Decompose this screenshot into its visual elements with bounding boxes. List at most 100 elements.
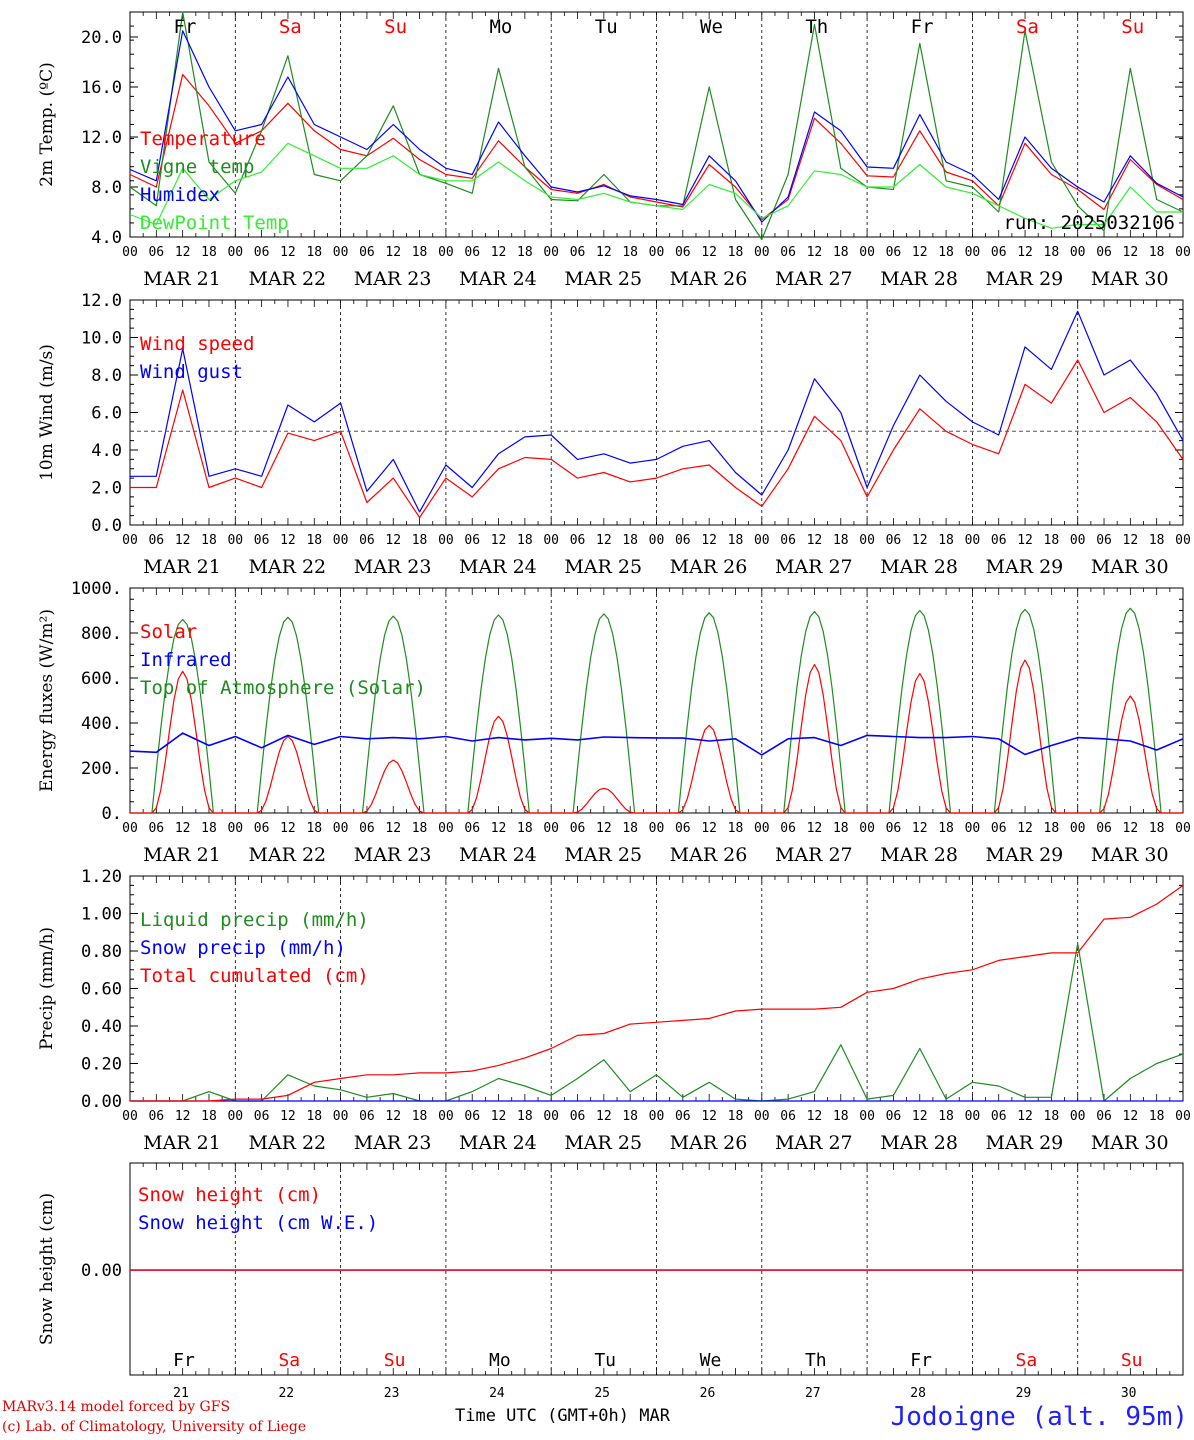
date-label: MAR 28 [880, 556, 958, 578]
series-line [130, 359, 1184, 519]
hour-label: 18 [1044, 533, 1060, 548]
hour-label: 12 [1123, 533, 1139, 548]
series-line [129, 30, 1184, 223]
panel-1: 2m Temp. (ºC) 4.0 8.0 12.0 16.0 20.0 00 06 12 18 M… [37, 11, 1191, 290]
y-tick-label: 0.40 [81, 1017, 122, 1037]
legend-entry: Snow precip (mm/h) [140, 937, 346, 959]
y-tick-label: 20.0 [81, 28, 122, 48]
hour-label: 12 [1123, 821, 1139, 836]
hour-label: 12 [1017, 245, 1033, 260]
hour-label: 18 [1044, 821, 1060, 836]
date-label: MAR 30 [1091, 268, 1169, 290]
y-tick-label: 8.0 [91, 366, 122, 386]
hour-label: 12 [1017, 821, 1033, 836]
hour-label: 18 [201, 1109, 217, 1124]
y-tick-label: 0.80 [81, 942, 122, 962]
legend-entry: Total cumulated (cm) [140, 965, 369, 987]
date-label: MAR 28 [880, 844, 958, 866]
hour-label: 06 [254, 821, 270, 836]
hour-label: 18 [412, 1109, 428, 1124]
hour-label: 12 [385, 1109, 401, 1124]
panel-frame [129, 299, 1184, 526]
hour-label: 06 [148, 1109, 164, 1124]
hour-label: 18 [517, 821, 533, 836]
date-label: MAR 26 [670, 1132, 748, 1154]
hour-label: 18 [622, 245, 638, 260]
hour-label: 00 [1175, 245, 1191, 260]
hour-label: 18 [833, 245, 849, 260]
date-label: MAR 23 [354, 844, 432, 866]
date-label: MAR 22 [248, 556, 326, 578]
y-tick-label: 4.0 [91, 441, 122, 461]
hour-label: 06 [148, 533, 164, 548]
hour-label: 12 [280, 821, 296, 836]
date-label: MAR 25 [564, 556, 642, 578]
weekday-label: Sa [278, 1350, 300, 1371]
y-tick-label: 16.0 [81, 78, 122, 98]
date-label: MAR 23 [354, 556, 432, 578]
series-line [129, 142, 1183, 229]
date-label: MAR 29 [986, 556, 1064, 578]
hour-label: 00 [859, 533, 875, 548]
y-tick-label: 12.0 [81, 128, 122, 148]
hour-label: 00 [122, 533, 138, 548]
hour-label: 00 [122, 821, 138, 836]
date-label: MAR 25 [564, 268, 642, 290]
hour-label: 12 [807, 533, 823, 548]
hour-label: 00 [649, 821, 665, 836]
y-axis-label: Snow height (cm) [37, 1193, 57, 1345]
hour-label: 00 [965, 821, 981, 836]
infrared-series [129, 732, 1184, 756]
weekday-label: Th [805, 16, 828, 38]
y-axis-label: 10m Wind (m/s) [37, 344, 57, 481]
hour-label: 18 [201, 821, 217, 836]
hour-label: 18 [833, 821, 849, 836]
panel-3: Energy fluxes (W/m²) 0. 200. 400. 600. 800. 10… [37, 579, 1191, 866]
hour-label: 06 [254, 533, 270, 548]
hour-label: 06 [1096, 533, 1112, 548]
time-axis-label: Time UTC (GMT+0h) MAR [455, 1406, 670, 1426]
hour-label: 06 [780, 245, 796, 260]
hour-label: 00 [859, 1109, 875, 1124]
hour-label: 18 [728, 533, 744, 548]
weekday-label: Fr [174, 16, 197, 38]
hour-label: 00 [1070, 245, 1086, 260]
date-label: MAR 25 [564, 1132, 642, 1154]
panel-frame [129, 11, 1184, 238]
panel-5: Snow height (cm) 0.00 Snow height (cm) Snow… [37, 1162, 1184, 1401]
y-tick-label: 800. [81, 624, 122, 644]
hour-label: 18 [201, 533, 217, 548]
hour-label: 12 [280, 245, 296, 260]
weekday-label: Su [384, 1350, 406, 1371]
hour-label: 06 [991, 533, 1007, 548]
date-label: MAR 29 [986, 844, 1064, 866]
hour-label: 00 [438, 821, 454, 836]
hour-label: 12 [1123, 245, 1139, 260]
y-tick-label: 0.00 [81, 1261, 122, 1281]
hour-label: 06 [675, 533, 691, 548]
weekday-label: Tu [594, 1350, 616, 1371]
weekday-label: Su [1121, 16, 1144, 38]
hour-label: 06 [570, 821, 586, 836]
day-number: 27 [805, 1386, 821, 1401]
hour-label: 18 [622, 1109, 638, 1124]
day-number: 26 [700, 1386, 716, 1401]
hour-label: 00 [543, 821, 559, 836]
weekday-label: Su [384, 16, 407, 38]
day-number: 29 [1016, 1386, 1032, 1401]
date-label: MAR 30 [1091, 1132, 1169, 1154]
hour-label: 00 [227, 533, 243, 548]
hour-label: 00 [965, 245, 981, 260]
hour-label: 00 [438, 1109, 454, 1124]
hour-label: 18 [1149, 821, 1165, 836]
date-label: MAR 26 [670, 844, 748, 866]
weekday-label: Fr [173, 1350, 195, 1371]
panel-4: Precip (mm/h) 0.00 0.20 0.40 0.60 0.80 1.00 1.2… [37, 867, 1191, 1154]
legend-entry: Solar [140, 621, 197, 643]
series-line [130, 942, 1184, 1102]
legend-entry: Vigne temp [140, 156, 254, 178]
hour-label: 00 [1175, 1109, 1191, 1124]
hour-label: 18 [517, 1109, 533, 1124]
month-label: MAR [639, 1406, 670, 1426]
date-label: MAR 21 [143, 1132, 221, 1154]
